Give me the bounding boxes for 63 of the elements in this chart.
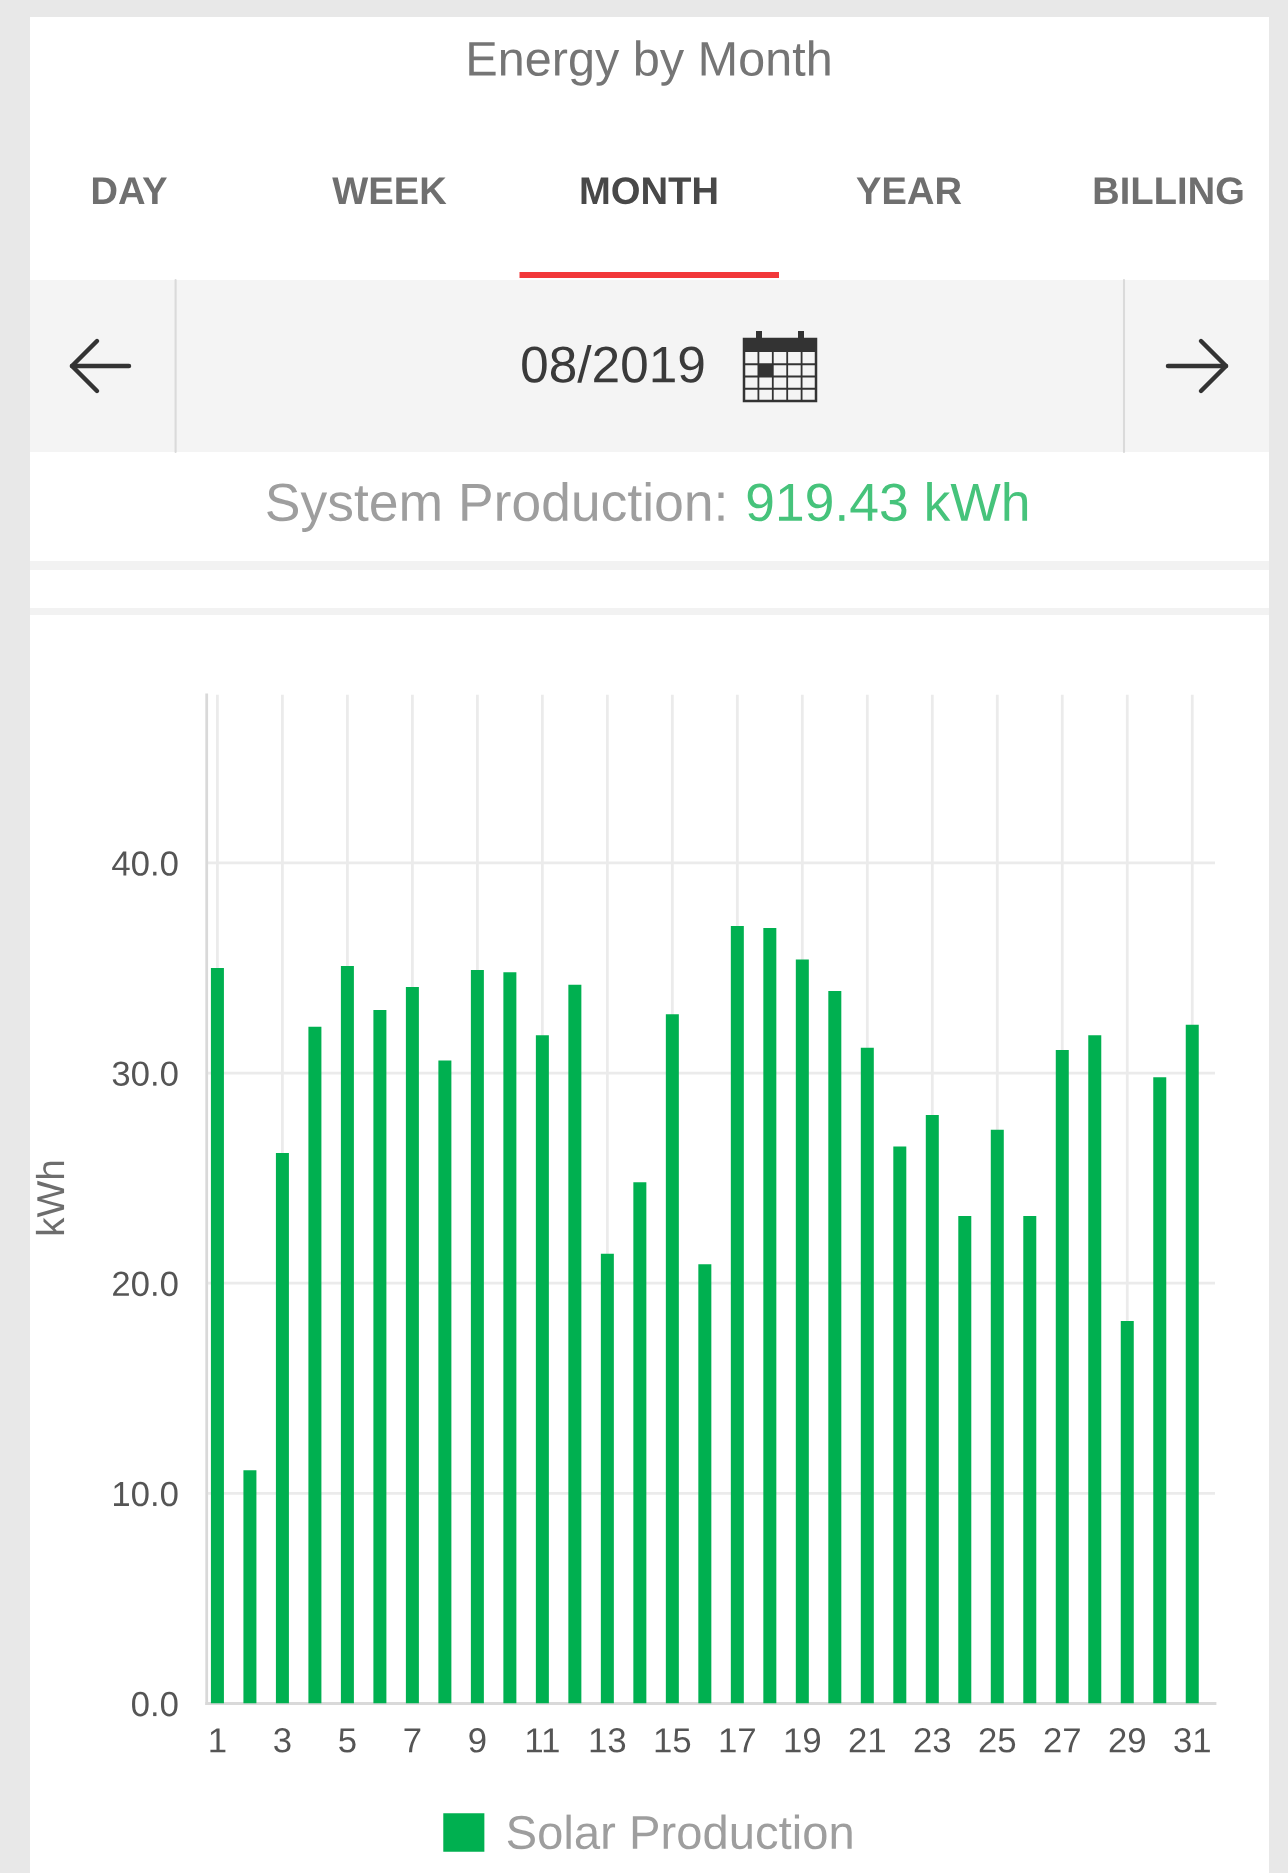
y-tick-label: 40.0	[112, 851, 178, 876]
bar	[990, 1129, 1004, 1704]
legend-label: Solar Production	[507, 1814, 852, 1850]
bar	[1088, 1035, 1102, 1704]
text: WEEK	[332, 177, 447, 204]
y-axis-title: kWh	[35, 1161, 65, 1235]
text: 08/2019	[522, 345, 704, 383]
x-tick-label: 11	[526, 1728, 559, 1753]
text: 919.43 kWh	[747, 482, 1028, 522]
text: MONTH	[581, 177, 717, 205]
bar	[210, 967, 224, 1704]
bar	[795, 959, 809, 1704]
bar	[503, 972, 517, 1704]
x-tick-label: 19	[785, 1728, 820, 1753]
bar	[600, 1253, 614, 1704]
x-tick-label: 1	[210, 1728, 226, 1753]
bar	[470, 970, 484, 1704]
x-tick-label: 9	[469, 1728, 486, 1753]
text: BILLING	[1094, 177, 1243, 205]
x-tick-label: 31	[1174, 1728, 1210, 1753]
x-tick-label: 3	[274, 1728, 291, 1753]
bar	[860, 1047, 874, 1704]
x-tick-label: 5	[339, 1728, 356, 1753]
bar	[1023, 1215, 1037, 1704]
x-tick-label: 7	[404, 1728, 421, 1753]
bar	[1055, 1049, 1069, 1704]
bar	[1153, 1077, 1167, 1704]
text: System Production:	[267, 482, 724, 532]
text: DAY	[92, 177, 167, 204]
bar	[568, 984, 582, 1704]
y-tick-label: 30.0	[112, 1061, 178, 1086]
bar	[438, 1060, 452, 1704]
bar	[828, 991, 842, 1704]
chart-title: Energy by Month	[469, 40, 830, 86]
bar	[763, 928, 777, 1704]
bar	[405, 986, 419, 1704]
x-tick-label: 17	[720, 1728, 755, 1753]
bar	[243, 1470, 257, 1704]
x-tick-label: 21	[849, 1728, 885, 1753]
bar	[698, 1264, 712, 1704]
bar	[373, 1010, 387, 1704]
y-tick-label: 20.0	[113, 1271, 178, 1297]
bar	[730, 925, 744, 1704]
y-tick-label: 0.0	[132, 1691, 178, 1717]
bar	[925, 1115, 939, 1704]
bar	[308, 1026, 322, 1704]
bar	[665, 1014, 679, 1704]
text: YEAR	[856, 177, 962, 204]
bar	[340, 965, 354, 1704]
bar	[1185, 1024, 1199, 1704]
x-tick-label: 29	[1109, 1728, 1145, 1753]
bar	[893, 1146, 907, 1704]
bar	[535, 1035, 549, 1704]
x-tick-label: 13	[590, 1728, 626, 1753]
y-tick-label: 10.0	[114, 1481, 178, 1507]
x-tick-label: 25	[979, 1728, 1016, 1753]
bar	[633, 1182, 647, 1704]
bar	[275, 1152, 289, 1704]
x-tick-label: 23	[914, 1728, 951, 1753]
bar	[958, 1215, 972, 1704]
x-tick-label: 27	[1044, 1728, 1080, 1753]
bar	[1120, 1321, 1134, 1704]
x-tick-label: 15	[655, 1728, 691, 1753]
